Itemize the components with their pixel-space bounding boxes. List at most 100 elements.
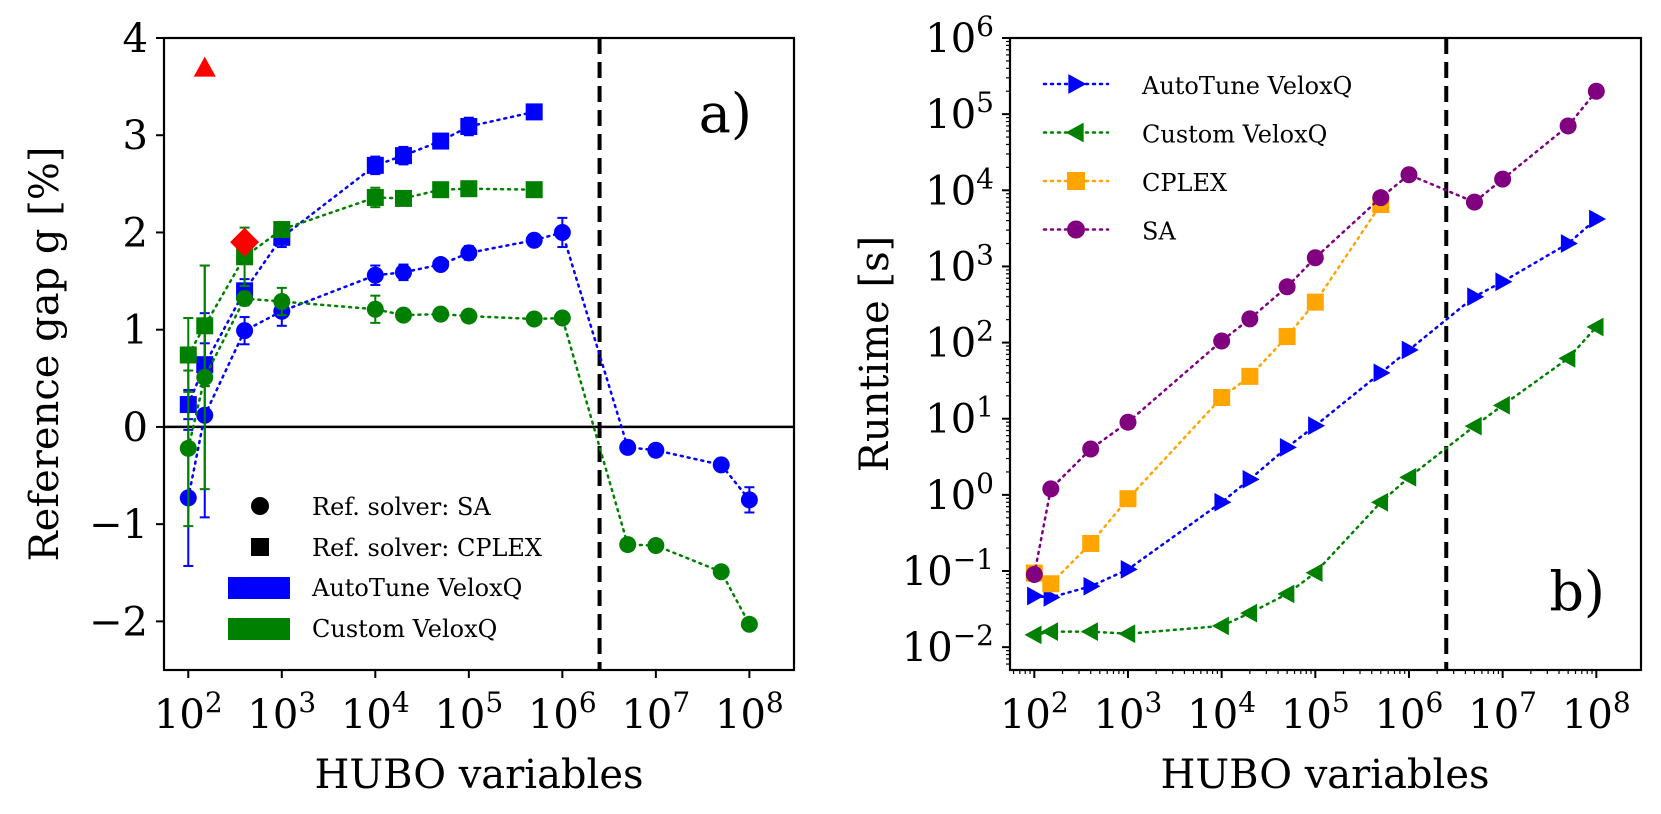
x-tick-label: 104 [341, 686, 410, 738]
highlight-point [193, 56, 216, 77]
data-point [619, 536, 637, 554]
y-tick-label: 104 [925, 162, 994, 214]
data-point [1119, 490, 1137, 508]
y-axis-label: Reference gap g [%] [22, 147, 68, 562]
data-point [525, 103, 543, 121]
data-point [525, 231, 543, 249]
data-point [1399, 467, 1417, 487]
data-point [273, 221, 291, 239]
x-tick-label: 108 [1562, 686, 1631, 738]
y-tick-label: 101 [925, 391, 994, 443]
data-point [1278, 278, 1296, 296]
panel-a: 102 103 104 105 106 107 108 4 3 2 1 0 −1 −2 a) HUBO … [22, 16, 796, 798]
data-point [740, 491, 758, 509]
x-tick-label: 106 [528, 686, 597, 738]
data-point [394, 189, 412, 207]
y-tick-label: −2 [89, 599, 148, 645]
legend-marker [1067, 172, 1085, 190]
data-point [1492, 395, 1510, 415]
legend-marker [1067, 220, 1085, 239]
data-point [1211, 616, 1229, 636]
data-point [179, 346, 197, 364]
y-tick-label: 4 [123, 16, 148, 62]
data-point [394, 147, 412, 165]
data-point [1080, 622, 1098, 641]
data-point [432, 305, 450, 323]
data-point [1587, 82, 1605, 100]
y-tick-label: 1 [123, 308, 148, 354]
data-point [1119, 413, 1137, 431]
x-tick-label: 105 [434, 686, 503, 738]
legend-label: Custom VeloxQ [1142, 121, 1327, 149]
data-point [366, 266, 384, 284]
panel-label: b) [1549, 560, 1605, 623]
data-point [196, 317, 214, 335]
y-axis-ticks: 4 3 2 1 0 −1 −2 [89, 16, 164, 645]
data-point [1279, 438, 1297, 457]
x-tick-label: 103 [247, 686, 316, 738]
x-axis-ticks: 102 103 104 105 106 107 108 [1000, 670, 1631, 738]
data-point [1560, 234, 1578, 253]
data-point [1308, 416, 1326, 436]
data-point [553, 309, 571, 327]
panel-label: a) [699, 82, 752, 145]
data-series [179, 56, 758, 633]
data-point [1401, 340, 1419, 360]
series-line [187, 230, 751, 502]
data-point [1214, 492, 1232, 512]
data-point [1467, 287, 1485, 307]
x-tick-label: 108 [715, 686, 784, 738]
data-point [432, 132, 450, 150]
y-tick-label: 103 [925, 238, 994, 290]
data-point [525, 310, 543, 328]
data-point [1027, 586, 1045, 606]
x-tick-label: 102 [154, 686, 223, 738]
data-point [1306, 249, 1324, 267]
x-tick-label: 106 [1375, 686, 1444, 738]
legend-label: Ref. solver: SA [312, 493, 491, 521]
data-point [1241, 367, 1259, 385]
data-point [1464, 416, 1482, 436]
data-series [1024, 82, 1607, 645]
data-point [1306, 293, 1324, 311]
data-point [1042, 480, 1060, 498]
y-axis-ticks: 106 105 104 103 102 101 100 10−1 10−2 [902, 10, 1010, 671]
data-point [1241, 310, 1259, 328]
legend-marker-square [251, 538, 269, 556]
data-point [712, 456, 730, 474]
data-point [647, 441, 665, 459]
data-point [647, 537, 665, 555]
data-point [1041, 622, 1059, 641]
y-tick-label: 0 [123, 405, 148, 451]
x-tick-label: 107 [1468, 686, 1537, 738]
series-line [1033, 325, 1598, 637]
data-point [1465, 193, 1483, 211]
legend-label: Ref. solver: CPLEX [312, 534, 542, 562]
data-point [1042, 575, 1060, 593]
data-point [460, 117, 478, 135]
y-tick-label: 10−2 [902, 619, 994, 671]
data-point [236, 290, 254, 308]
data-point [1586, 317, 1604, 337]
y-tick-label: 102 [925, 315, 994, 367]
data-point [1373, 363, 1391, 383]
highlight-point [230, 227, 260, 257]
data-point [1277, 584, 1295, 604]
x-axis-label: HUBO variables [314, 752, 643, 798]
y-tick-label: 3 [123, 113, 148, 159]
legend-marker [1068, 74, 1087, 94]
data-point [1559, 117, 1577, 135]
legend-label: AutoTune VeloxQ [1141, 72, 1352, 100]
data-point [1025, 565, 1043, 583]
data-point [432, 256, 450, 274]
y-tick-label: −1 [89, 502, 148, 548]
data-point [460, 307, 478, 325]
data-point [1082, 534, 1100, 552]
plot-area-frame [162, 36, 796, 672]
x-tick-label: 103 [1094, 686, 1163, 738]
series-line [1033, 203, 1383, 586]
y-axis-label: Runtime [s] [852, 236, 898, 473]
data-point [460, 244, 478, 262]
data-point [1371, 492, 1389, 512]
data-point [394, 263, 412, 281]
